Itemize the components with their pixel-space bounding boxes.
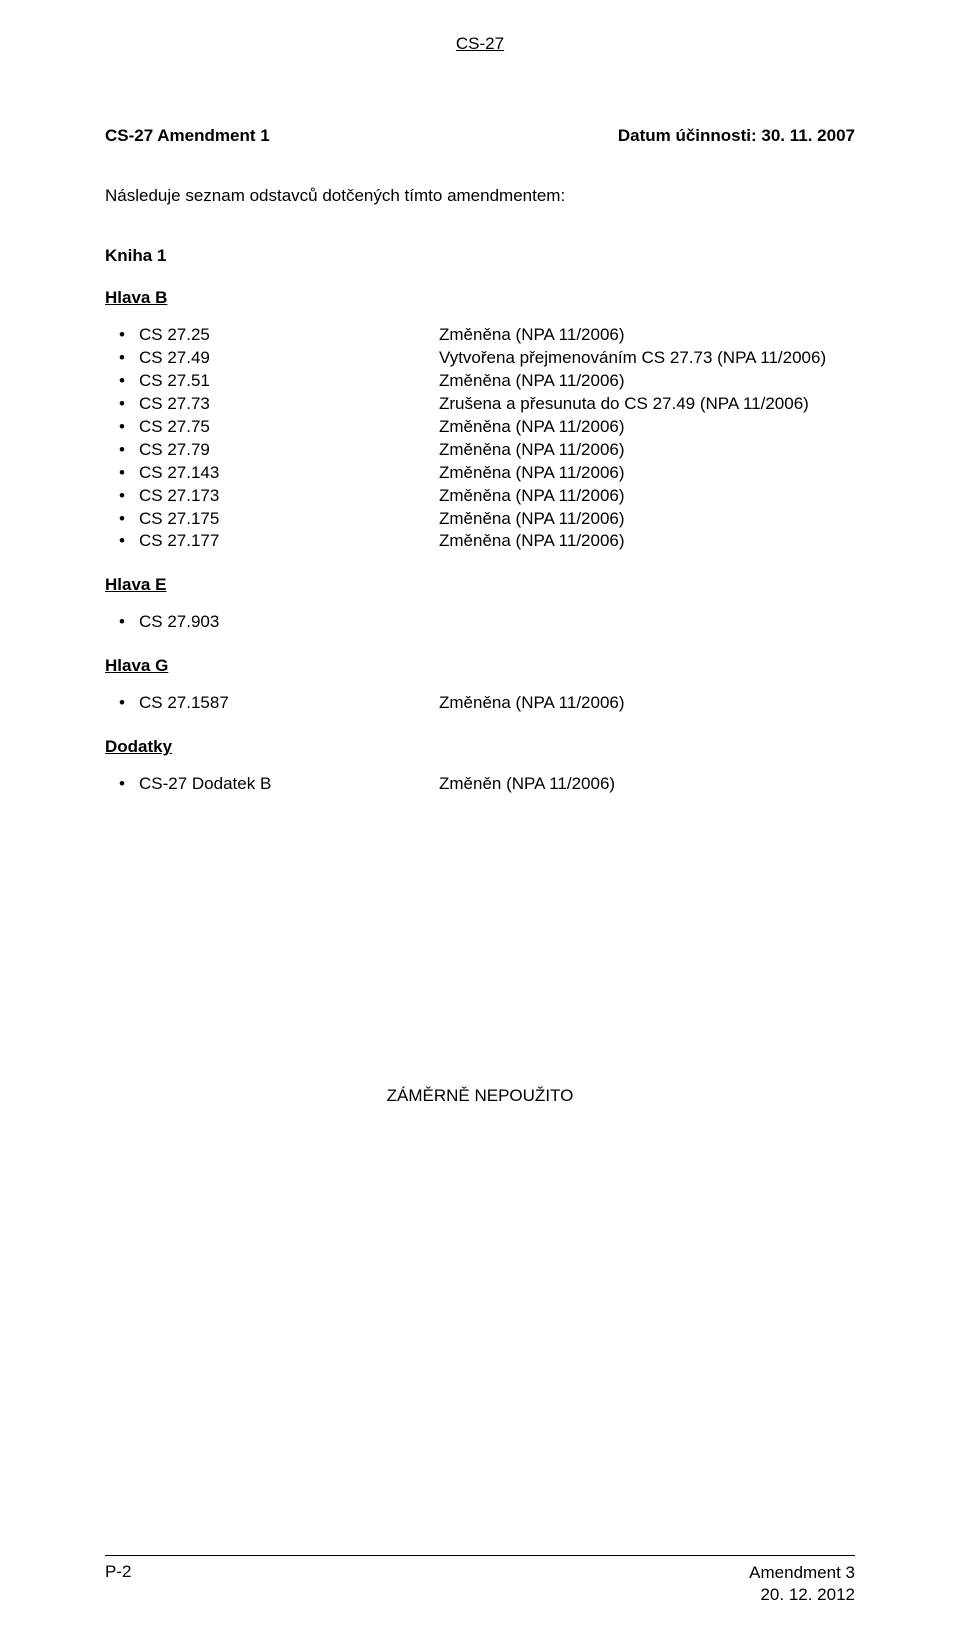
item-code: CS 27.51 (139, 370, 439, 393)
item-desc: Změněn (NPA 11/2006) (439, 773, 855, 796)
item-desc: Změněna (NPA 11/2006) (439, 416, 855, 439)
kniha-label: Kniha 1 (105, 246, 855, 266)
bullet-icon: • (105, 485, 139, 508)
item-desc: Změněna (NPA 11/2006) (439, 439, 855, 462)
section-label: Hlava G (105, 656, 855, 676)
footer-amendment: Amendment 3 (749, 1562, 855, 1584)
list-item: •CS 27.903 (105, 611, 855, 634)
list-item: •CS 27.173Změněna (NPA 11/2006) (105, 485, 855, 508)
footer: P-2 Amendment 3 20. 12. 2012 (105, 1555, 855, 1606)
item-code: CS 27.1587 (139, 692, 439, 715)
intro-paragraph: Následuje seznam odstavců dotčených tímt… (105, 186, 855, 206)
item-code: CS 27.177 (139, 530, 439, 553)
list-item: •CS 27.177Změněna (NPA 11/2006) (105, 530, 855, 553)
list-item: •CS 27.75Změněna (NPA 11/2006) (105, 416, 855, 439)
item-desc: Změněna (NPA 11/2006) (439, 485, 855, 508)
item-desc: Změněna (NPA 11/2006) (439, 324, 855, 347)
title-left: CS-27 Amendment 1 (105, 126, 270, 146)
bullet-icon: • (105, 530, 139, 553)
item-desc: Změněna (NPA 11/2006) (439, 692, 855, 715)
item-code: CS 27.75 (139, 416, 439, 439)
item-code: CS 27.49 (139, 347, 439, 370)
bullet-icon: • (105, 439, 139, 462)
title-right: Datum účinnosti: 30. 11. 2007 (618, 126, 855, 146)
page-container: CS-27 CS-27 Amendment 1 Datum účinnosti:… (0, 0, 960, 1646)
list-item: •CS-27 Dodatek BZměněn (NPA 11/2006) (105, 773, 855, 796)
bullet-icon: • (105, 416, 139, 439)
header-doc-id: CS-27 (105, 0, 855, 54)
item-code: CS 27.903 (139, 611, 439, 634)
footer-date: 20. 12. 2012 (749, 1584, 855, 1606)
title-row: CS-27 Amendment 1 Datum účinnosti: 30. 1… (105, 126, 855, 146)
list-item: •CS 27.25Změněna (NPA 11/2006) (105, 324, 855, 347)
item-code: CS 27.175 (139, 508, 439, 531)
section-items: •CS 27.1587Změněna (NPA 11/2006) (105, 692, 855, 715)
item-desc: Zrušena a přesunuta do CS 27.49 (NPA 11/… (439, 393, 855, 416)
bullet-icon: • (105, 462, 139, 485)
item-code: CS 27.143 (139, 462, 439, 485)
footer-right: Amendment 3 20. 12. 2012 (749, 1562, 855, 1606)
item-code: CS 27.73 (139, 393, 439, 416)
intentionally-blank: ZÁMĚRNĚ NEPOUŽITO (105, 1086, 855, 1106)
bullet-icon: • (105, 773, 139, 796)
bullet-icon: • (105, 324, 139, 347)
item-code: CS 27.25 (139, 324, 439, 347)
bullet-icon: • (105, 508, 139, 531)
section-items: •CS 27.903 (105, 611, 855, 634)
list-item: •CS 27.175Změněna (NPA 11/2006) (105, 508, 855, 531)
item-desc: Změněna (NPA 11/2006) (439, 370, 855, 393)
sections-root: Hlava B•CS 27.25Změněna (NPA 11/2006)•CS… (105, 288, 855, 796)
list-item: •CS 27.143Změněna (NPA 11/2006) (105, 462, 855, 485)
section-label: Hlava E (105, 575, 855, 595)
list-item: •CS 27.73Zrušena a přesunuta do CS 27.49… (105, 393, 855, 416)
list-item: •CS 27.1587Změněna (NPA 11/2006) (105, 692, 855, 715)
bullet-icon: • (105, 370, 139, 393)
list-item: •CS 27.51Změněna (NPA 11/2006) (105, 370, 855, 393)
bullet-icon: • (105, 393, 139, 416)
list-item: •CS 27.79Změněna (NPA 11/2006) (105, 439, 855, 462)
item-desc: Vytvořena přejmenováním CS 27.73 (NPA 11… (439, 347, 855, 370)
item-desc: Změněna (NPA 11/2006) (439, 508, 855, 531)
item-code: CS 27.79 (139, 439, 439, 462)
section-label: Dodatky (105, 737, 855, 757)
item-desc: Změněna (NPA 11/2006) (439, 462, 855, 485)
bullet-icon: • (105, 347, 139, 370)
bullet-icon: • (105, 611, 139, 634)
section-items: •CS-27 Dodatek BZměněn (NPA 11/2006) (105, 773, 855, 796)
footer-page: P-2 (105, 1562, 131, 1606)
item-desc: Změněna (NPA 11/2006) (439, 530, 855, 553)
item-code: CS-27 Dodatek B (139, 773, 439, 796)
item-code: CS 27.173 (139, 485, 439, 508)
list-item: •CS 27.49Vytvořena přejmenováním CS 27.7… (105, 347, 855, 370)
section-label: Hlava B (105, 288, 855, 308)
bullet-icon: • (105, 692, 139, 715)
section-items: •CS 27.25Změněna (NPA 11/2006)•CS 27.49V… (105, 324, 855, 553)
